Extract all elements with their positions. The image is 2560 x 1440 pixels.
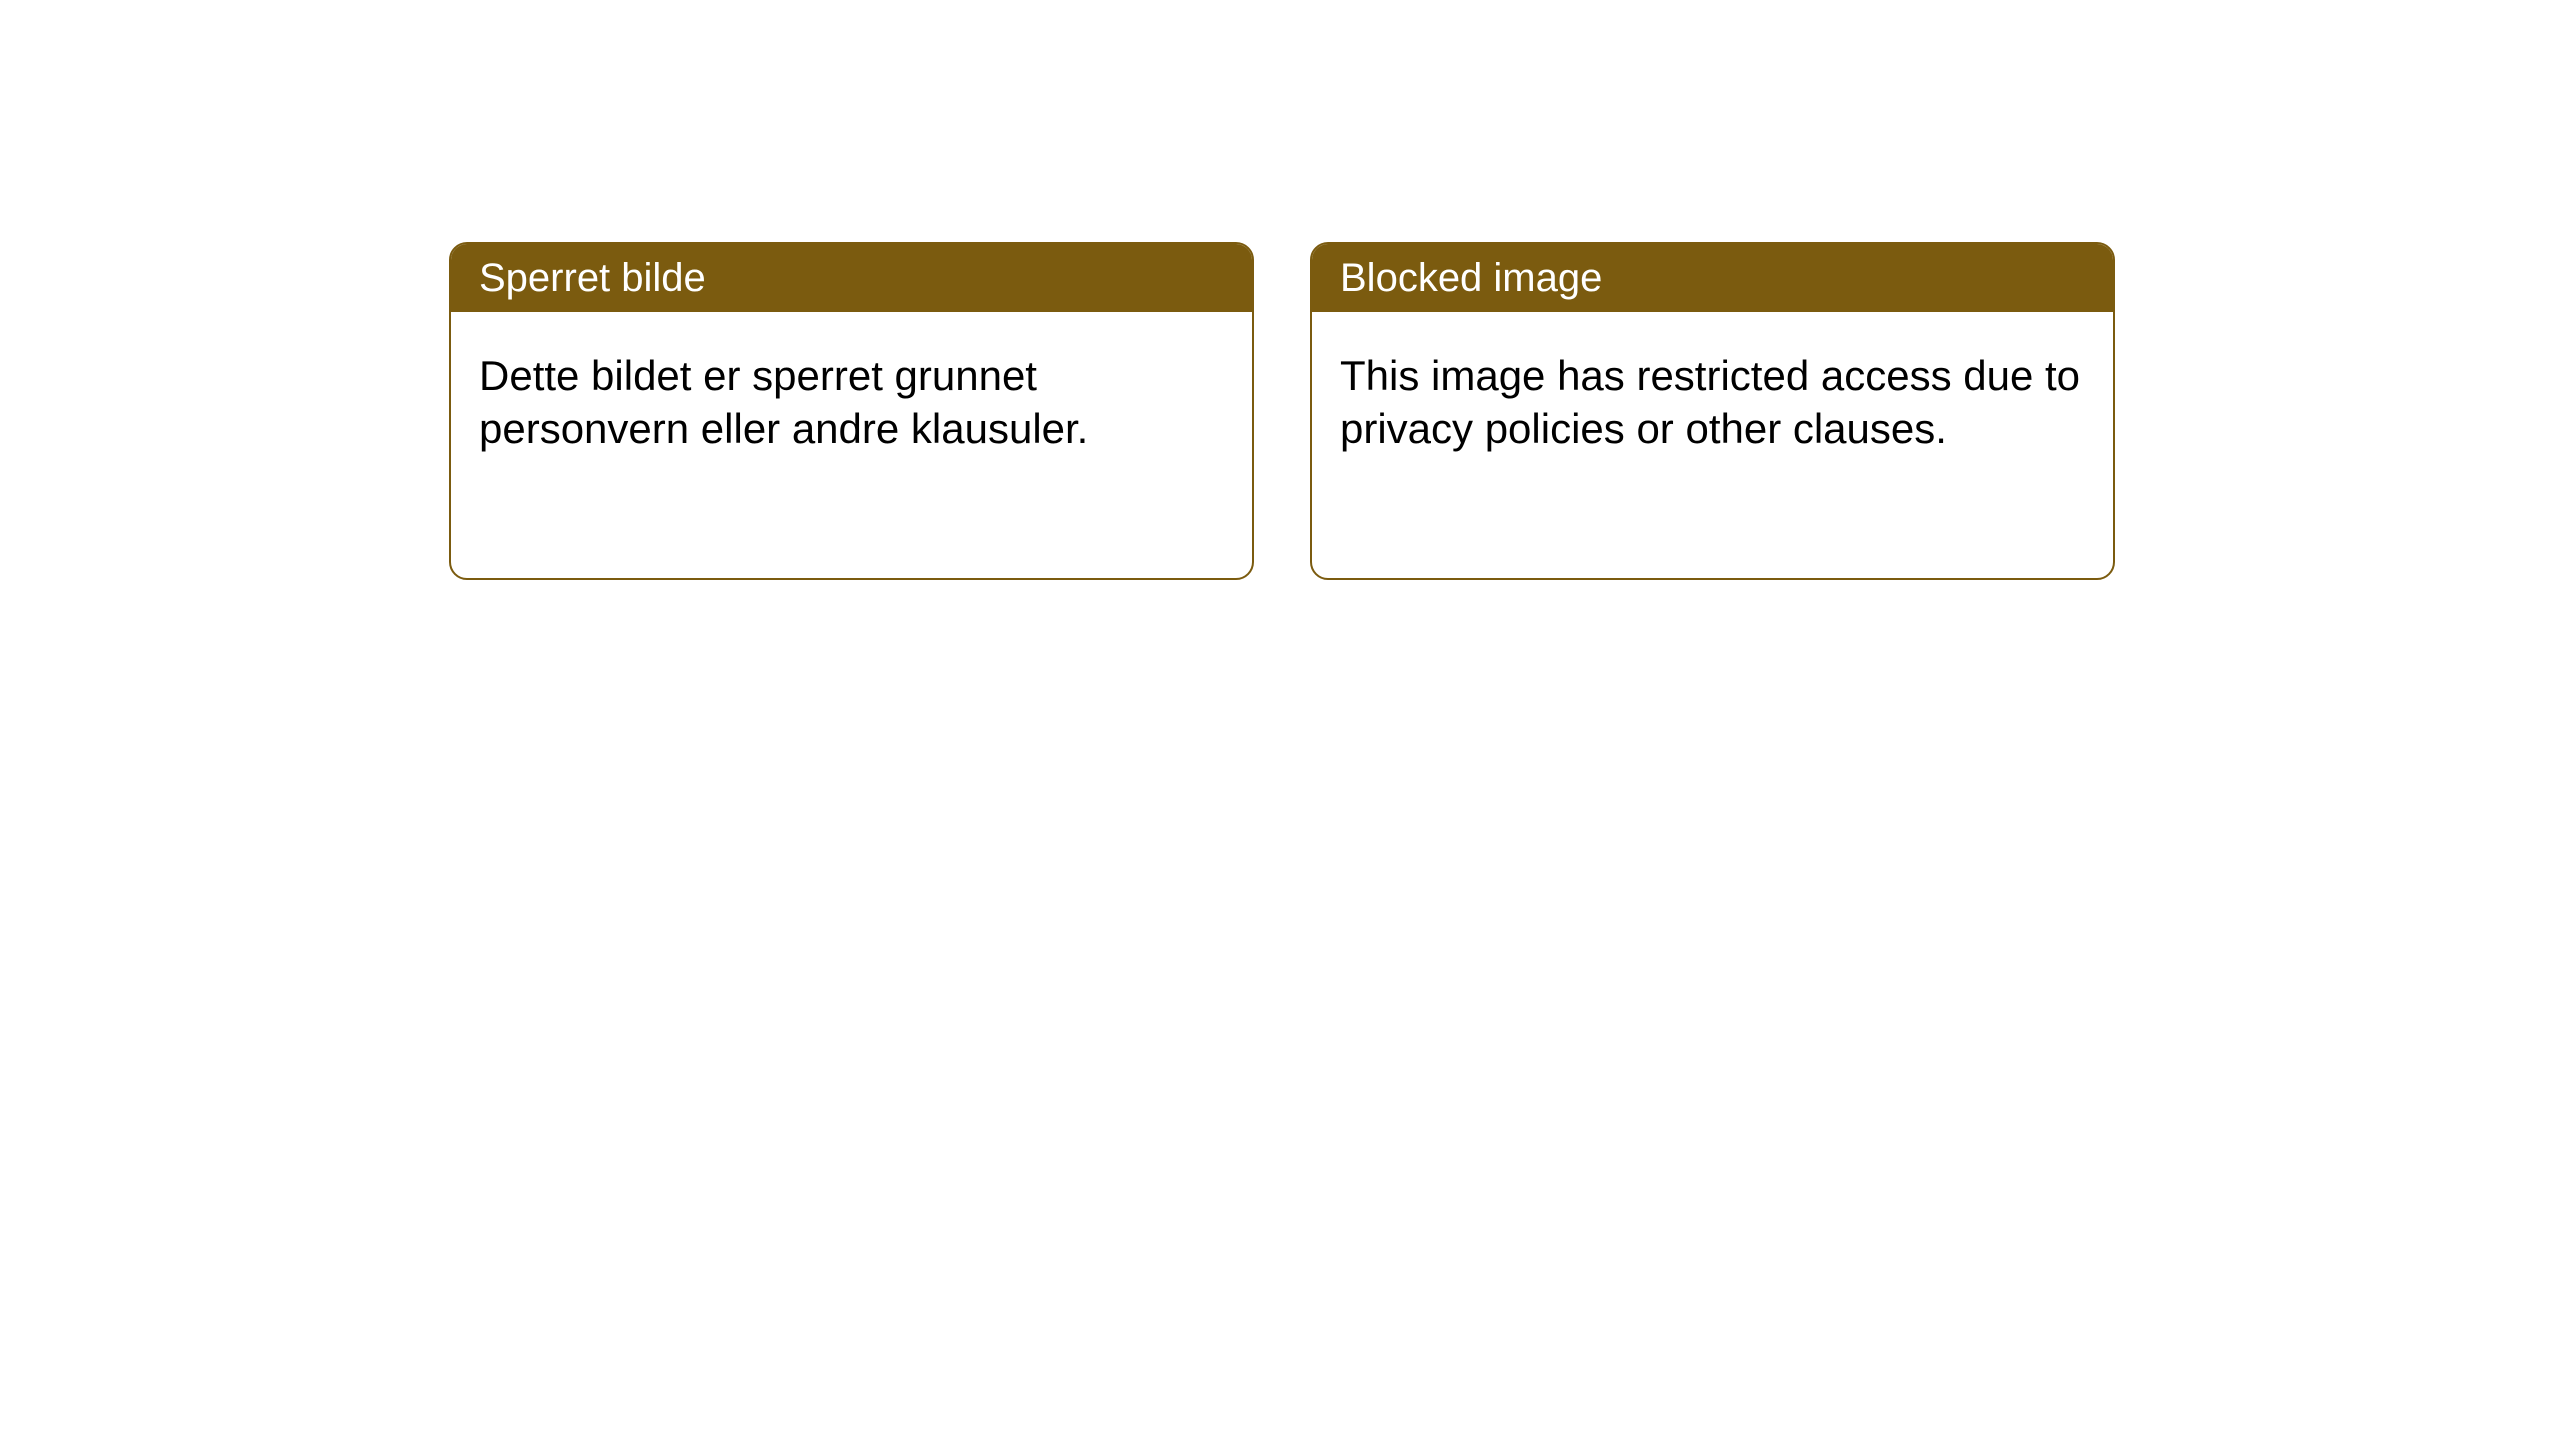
notice-body: This image has restricted access due to … (1312, 312, 2113, 493)
notice-title: Sperret bilde (479, 256, 706, 300)
notice-header: Blocked image (1312, 244, 2113, 312)
notice-body: Dette bildet er sperret grunnet personve… (451, 312, 1252, 493)
notice-body-text: Dette bildet er sperret grunnet personve… (479, 352, 1088, 452)
notice-title: Blocked image (1340, 256, 1602, 300)
notice-header: Sperret bilde (451, 244, 1252, 312)
notice-card-norwegian: Sperret bilde Dette bildet er sperret gr… (449, 242, 1254, 580)
notice-body-text: This image has restricted access due to … (1340, 352, 2080, 452)
notice-card-english: Blocked image This image has restricted … (1310, 242, 2115, 580)
notice-container: Sperret bilde Dette bildet er sperret gr… (0, 0, 2560, 580)
